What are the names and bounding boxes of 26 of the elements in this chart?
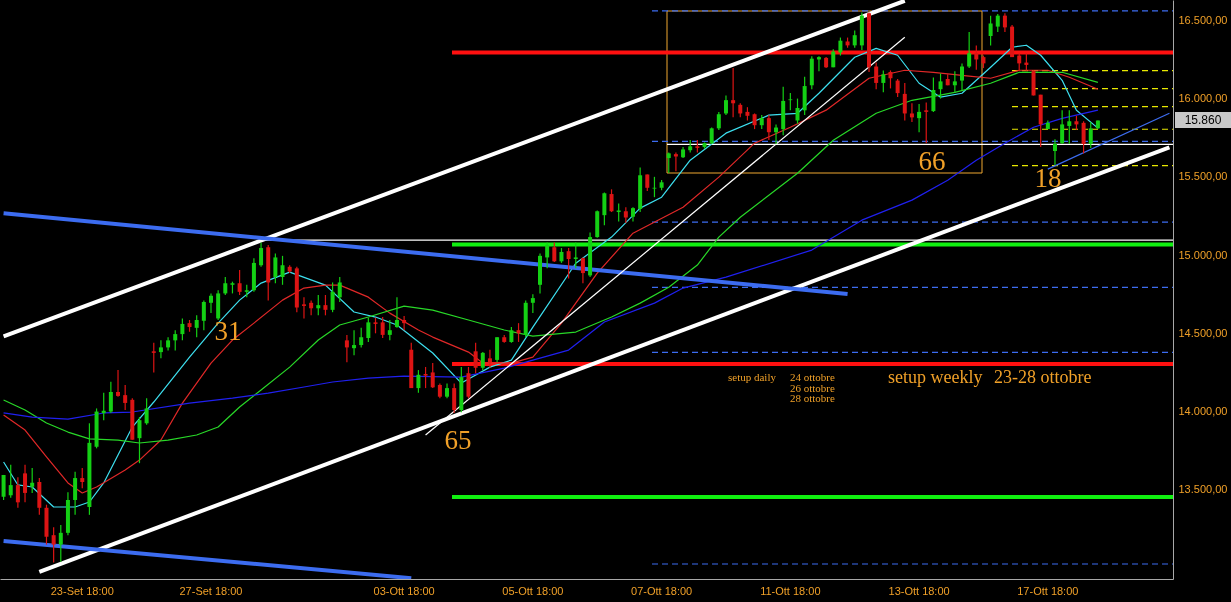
y-tick-label: 14.500,00	[1178, 326, 1228, 339]
annotation: 65	[444, 425, 472, 455]
x-tick-label: 17-Ott 18:00	[1017, 584, 1079, 597]
annotation: 23-28 ottobre	[994, 367, 1092, 387]
x-tick-label: 27-Set 18:00	[179, 584, 243, 597]
annotation: setup weekly	[888, 367, 983, 387]
x-tick-label: 07-Ott 18:00	[631, 584, 693, 597]
annotation: 31	[214, 316, 242, 346]
y-tick-label: 13.500,00	[1178, 483, 1228, 496]
annotation: 28 ottobre	[790, 392, 836, 404]
y-tick-label: 16.000,00	[1178, 92, 1228, 105]
x-tick-label: 05-Ott 18:00	[502, 584, 564, 597]
annotation: 24 ottobre	[790, 371, 836, 383]
annotation: setup daily	[728, 371, 777, 383]
annotation: 26 ottobre	[790, 381, 836, 394]
x-tick-label: 13-Ott 18:00	[888, 584, 950, 597]
annotation: 18	[1034, 163, 1062, 193]
x-tick-label: 23-Set 18:00	[50, 584, 114, 597]
y-tick-label: 15.000,00	[1178, 248, 1228, 261]
y-tick-label: 14.000,00	[1178, 405, 1228, 418]
annotation: 66	[918, 146, 946, 176]
y-tick-label: 15.500,00	[1178, 170, 1228, 183]
x-tick-label: 03-Ott 18:00	[373, 584, 435, 597]
y-tick-label: 16.500,00	[1178, 13, 1228, 26]
text: 15.860	[1184, 113, 1222, 127]
x-tick-label: 11-Ott 18:00	[760, 584, 821, 597]
